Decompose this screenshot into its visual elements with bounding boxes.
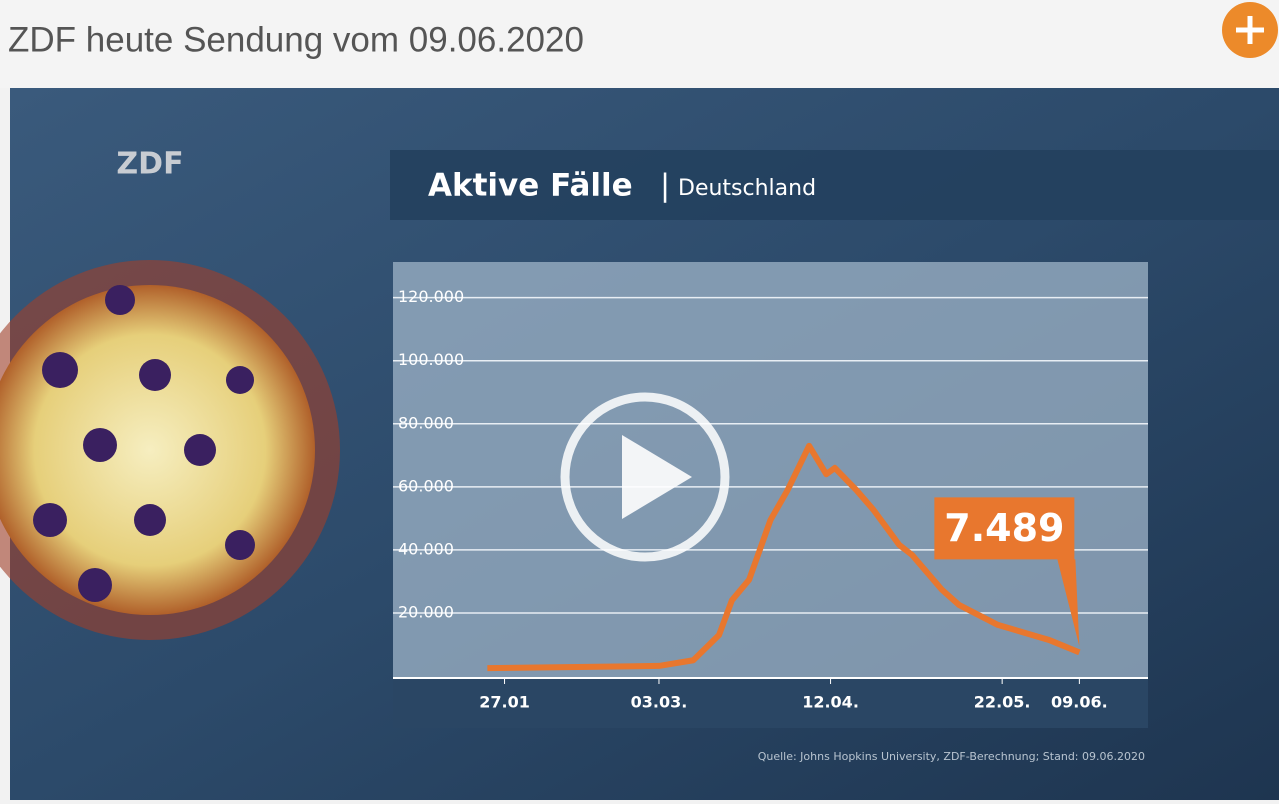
virus-spike: [226, 366, 254, 394]
screen: ZDF heute Sendung vom 09.06.2020 ZDF Akt…: [0, 0, 1279, 800]
x-tick-label: 22.05.: [974, 693, 1031, 712]
plot-area: [393, 262, 1148, 678]
virus-spike: [33, 503, 67, 537]
virus-spike: [184, 434, 216, 466]
y-tick-label: 80.000: [398, 413, 454, 432]
value-label: 7.489: [944, 506, 1064, 550]
y-tick-label: 120.000: [398, 287, 464, 306]
add-button[interactable]: [1222, 2, 1278, 58]
virus-spike: [42, 352, 78, 388]
y-tick-label: 100.000: [398, 350, 464, 369]
y-tick-label: 60.000: [398, 476, 454, 495]
video-player[interactable]: ZDF Aktive Fälle | Deutschland Quelle: J…: [0, 88, 1279, 800]
x-tick-label: 03.03.: [631, 693, 688, 712]
zdf-logo: ZDF: [116, 147, 183, 182]
x-tick-label: 09.06.: [1051, 693, 1108, 712]
virus-spike: [83, 428, 117, 462]
virus-spike: [105, 285, 135, 315]
virus-spike: [78, 568, 112, 602]
title-separator: |: [660, 169, 670, 204]
page: ZDF heute Sendung vom 09.06.2020 ZDF Akt…: [0, 0, 1279, 800]
virus-spike: [139, 359, 171, 391]
y-tick-label: 20.000: [398, 602, 454, 621]
page-title: ZDF heute Sendung vom 09.06.2020: [8, 20, 584, 59]
chart-subtitle: Deutschland: [678, 176, 816, 201]
virus-spike: [225, 530, 255, 560]
chart-title: Aktive Fälle: [428, 168, 633, 204]
x-tick-label: 12.04.: [802, 693, 859, 712]
chart-source: Quelle: Johns Hopkins University, ZDF-Be…: [758, 750, 1145, 763]
virus-spike: [134, 504, 166, 536]
y-tick-label: 40.000: [398, 539, 454, 558]
x-tick-label: 27.01: [479, 693, 530, 712]
virus-body: [0, 285, 315, 615]
